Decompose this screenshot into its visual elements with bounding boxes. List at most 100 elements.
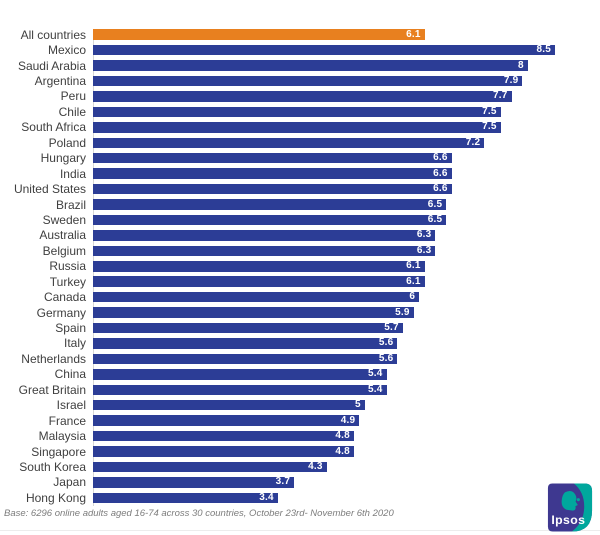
bar: 5.6	[93, 352, 398, 365]
category-label: Netherlands	[21, 351, 86, 366]
category-label: Hungary	[40, 151, 86, 166]
value-label: 4.3	[308, 460, 323, 472]
category-label: Canada	[43, 290, 86, 305]
value-label: 6.3	[416, 244, 432, 256]
bar-track: 7.5	[93, 105, 600, 118]
category-label: Malaysia	[38, 429, 86, 444]
bar-row: Hong Kong 3.4	[0, 490, 600, 505]
bar: 6.3	[93, 229, 436, 241]
category-label: China	[54, 367, 86, 382]
category-label: Spain	[55, 321, 86, 336]
category-label: Great Britain	[18, 382, 86, 397]
bar-track: 6.1	[93, 276, 600, 287]
bar-track: 6.1	[93, 261, 600, 272]
bar: 6.6	[93, 153, 452, 164]
category-label: South Korea	[19, 459, 86, 474]
category-label: Turkey	[49, 274, 86, 289]
bar-row: Mexico 8.5	[0, 42, 600, 57]
bar-track: 5.6	[93, 352, 600, 365]
value-label: 6.6	[433, 152, 448, 164]
bar-row: Israel 5	[0, 398, 600, 413]
value-label: 8	[518, 59, 524, 71]
bar: 5.4	[93, 369, 387, 380]
bar-track: 8	[93, 60, 600, 71]
logo-accent-crescent	[571, 483, 593, 532]
bar-row: Turkey 6.1	[0, 274, 600, 289]
category-label: Sweden	[42, 212, 86, 227]
bar-highlight: 6.1	[93, 29, 425, 40]
bar: 5.7	[93, 323, 403, 334]
category-label: Mexico	[47, 43, 86, 58]
bar-track: 7.9	[93, 76, 600, 87]
value-label: 6	[409, 291, 416, 303]
value-label: 6.3	[416, 229, 432, 241]
bottom-divider	[0, 530, 600, 531]
value-label: 4.8	[335, 445, 350, 457]
value-label: 6.1	[406, 260, 421, 272]
bar: 5.6	[93, 338, 398, 349]
logo-face-glyph	[561, 491, 578, 511]
bar-track: 3.7	[93, 477, 600, 488]
value-label: 6.6	[433, 183, 448, 195]
category-label: Germany	[36, 305, 86, 320]
bar: 6	[93, 291, 420, 303]
category-label: Brazil	[55, 197, 86, 212]
bar-row: Belgium 6.3	[0, 243, 600, 258]
bar-row: South Africa 7.5	[0, 120, 600, 135]
bar-track: 6.6	[93, 153, 600, 164]
logo-face-detail	[576, 498, 580, 502]
category-label: Israel	[56, 398, 86, 413]
category-label: India	[59, 166, 86, 181]
bar-row: Australia 6.3	[0, 228, 600, 243]
bar: 6.1	[93, 276, 425, 287]
category-label: Saudi Arabia	[17, 58, 86, 73]
bar-row: Italy 5.6	[0, 336, 600, 351]
bar-track: 7.5	[93, 122, 600, 133]
bar: 7.2	[93, 137, 485, 149]
bar-track: 6.5	[93, 199, 600, 210]
category-label: Singapore	[31, 444, 86, 459]
bar-row: France 4.9	[0, 413, 600, 428]
value-label: 7.7	[492, 90, 508, 102]
bar: 7.5	[93, 122, 501, 133]
bar: 6.6	[93, 184, 452, 195]
value-label: 5.6	[378, 352, 394, 364]
category-label: France	[48, 413, 86, 428]
bar-row: Great Britain 5.4	[0, 382, 600, 397]
value-label: 5.7	[384, 322, 399, 334]
ipsos-logo: Ipsos	[547, 483, 593, 532]
bar-track: 8.5	[93, 45, 600, 56]
category-label: All countries	[20, 27, 86, 42]
bar-row: South Korea 4.3	[0, 459, 600, 474]
bar-track: 7.7	[93, 91, 600, 102]
category-label: Chile	[58, 104, 86, 119]
value-label: 5.4	[367, 368, 383, 380]
bar-row: Brazil 6.5	[0, 197, 600, 212]
bar: 3.4	[93, 492, 278, 504]
value-label: 6.5	[427, 213, 443, 225]
bar: 6.5	[93, 213, 447, 226]
bar-row: India 6.6	[0, 166, 600, 181]
bar: 7.9	[93, 76, 523, 87]
bar-track: 5.4	[93, 369, 600, 380]
bar-row: Japan 3.7	[0, 475, 600, 490]
bar-track: 6.3	[93, 230, 600, 241]
bar-track: 5	[93, 400, 600, 411]
bar-row: All countries 6.1	[0, 27, 600, 42]
bar-track: 5.6	[93, 338, 600, 349]
bar: 3.7	[93, 477, 295, 488]
logo-wordmark: Ipsos	[551, 513, 585, 527]
value-label: 8.5	[536, 44, 551, 56]
bar-row: Malaysia 4.8	[0, 428, 600, 443]
bar-track: 6.5	[93, 213, 600, 226]
bar-track: 6	[93, 292, 600, 303]
bar-row: Singapore 4.8	[0, 444, 600, 459]
value-label: 7.5	[482, 105, 497, 117]
value-label: 5	[355, 399, 361, 411]
bar: 8	[93, 60, 528, 71]
category-label: Belgium	[42, 243, 86, 258]
category-label: Poland	[48, 135, 86, 150]
bar-row: Netherlands 5.6	[0, 351, 600, 366]
bar-row: China 5.4	[0, 367, 600, 382]
